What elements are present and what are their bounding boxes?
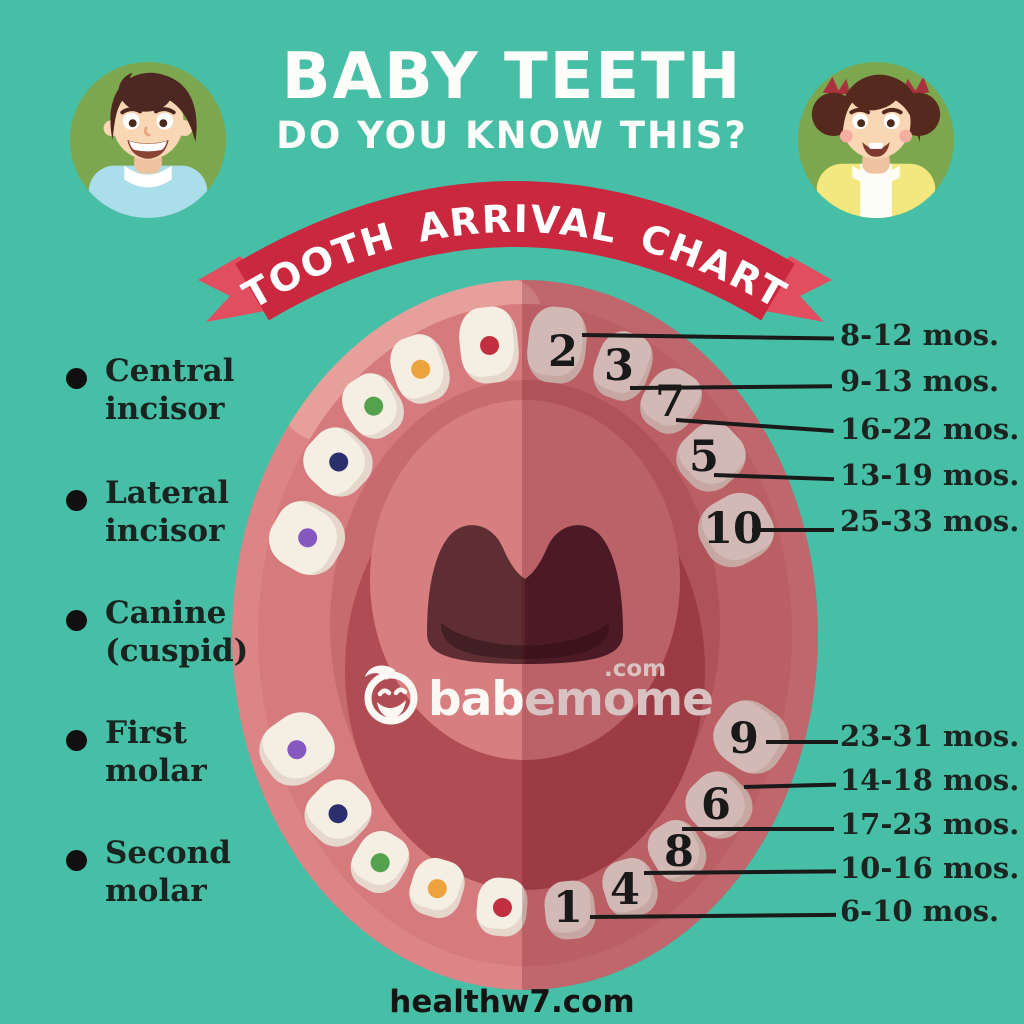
age-label: 17-23 mos. [840, 807, 1020, 841]
footer-watermark: healthw7.com [389, 984, 635, 1020]
age-label: 23-31 mos. [840, 719, 1020, 753]
leader-line [752, 528, 834, 532]
tooth-number: 6 [701, 780, 731, 830]
legend-bullet [66, 490, 87, 511]
age-label: 10-16 mos. [840, 851, 1020, 885]
tooth-dot [294, 525, 320, 551]
tooth-dot [324, 448, 352, 476]
age-label: 25-33 mos. [840, 504, 1020, 538]
age-label: 6-10 mos. [840, 894, 1000, 928]
page-title: BABY TEETH [281, 40, 743, 114]
boy-avatar [69, 61, 227, 219]
leader-line [682, 827, 834, 831]
legend-label: Central incisor [105, 353, 235, 428]
tooth-dot [324, 799, 352, 827]
age-label: 16-22 mos. [840, 412, 1020, 446]
legend-label: First molar [105, 715, 207, 790]
tooth-number: 4 [610, 865, 640, 915]
legend-item: Lateral incisor [66, 474, 229, 550]
age-label: 13-19 mos. [840, 458, 1020, 492]
tooth-dot [491, 896, 513, 918]
tooth-number: 1 [553, 883, 583, 933]
legend-bullet [66, 610, 87, 631]
legend-item: Canine (cuspid) [66, 594, 248, 670]
page-subtitle: DO YOU KNOW THIS? [276, 114, 748, 157]
tooth-dot [425, 876, 449, 900]
age-label: 8-12 mos. [840, 318, 1000, 352]
tooth-number: 8 [664, 827, 694, 877]
legend-bullet [66, 368, 87, 389]
tooth-dot [407, 356, 433, 382]
tooth-dot [478, 334, 500, 356]
brand-baby-icon [364, 665, 418, 725]
tooth-number: 5 [689, 432, 719, 482]
legend-item: Second molar [66, 834, 231, 910]
tooth-number: 2 [548, 327, 578, 377]
tooth-dot [283, 735, 311, 763]
legend-bullet [66, 850, 87, 871]
girl-avatar [797, 61, 955, 219]
legend-item: Central incisor [66, 352, 234, 428]
legend-item: First molar [66, 714, 207, 790]
legend-label: Second molar [105, 835, 231, 910]
tooth-dot [366, 848, 394, 876]
tooth-number: 7 [655, 377, 685, 427]
legend-label: Lateral incisor [105, 475, 230, 550]
tooth-dot [359, 392, 387, 420]
brand-tld: .com [604, 656, 667, 682]
leader-line [766, 740, 838, 744]
legend-bullet [66, 730, 87, 751]
legend-label: Canine (cuspid) [105, 595, 249, 670]
throat [427, 525, 623, 664]
tooth-number: 9 [729, 714, 759, 764]
brand-name: babemome [428, 672, 714, 727]
age-label: 14-18 mos. [840, 763, 1020, 797]
age-label: 9-13 mos. [840, 364, 1000, 398]
tooth-number: 10 [703, 504, 763, 554]
tooth-number: 3 [604, 341, 634, 391]
